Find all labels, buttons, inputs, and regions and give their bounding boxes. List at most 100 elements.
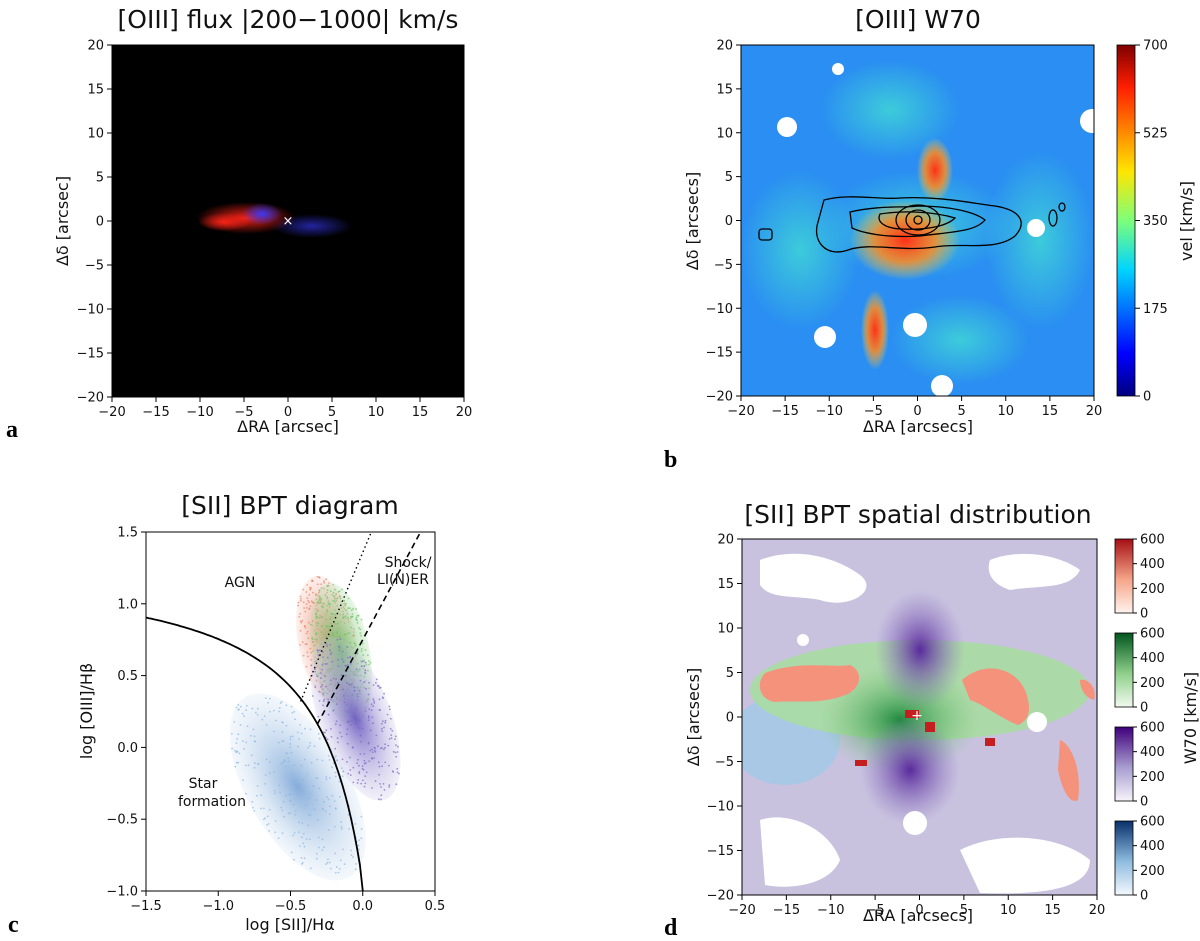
panel-b-masked-star — [832, 63, 844, 75]
y-tick-label: 5 — [96, 171, 104, 186]
panel-d-bpt-map: + — [742, 539, 1097, 895]
scatter-point — [306, 597, 309, 599]
panel-d-blank-region — [760, 817, 840, 887]
scatter-point — [380, 794, 383, 797]
scatter-point — [364, 661, 367, 664]
panel-a-axes: −20 −15 −10 −5 0 5 10 15 20 20 15 10 5 0 −5 −10 −15 −20 — [77, 39, 473, 421]
scatter-point — [335, 631, 338, 633]
y-tick-label: 1.0 — [117, 597, 138, 612]
panel-b-contour-island — [1058, 202, 1066, 212]
scatter-point — [367, 715, 370, 718]
scatter-point — [237, 709, 240, 711]
scatter-point — [350, 854, 353, 856]
x-tick-label: −20 — [728, 903, 755, 918]
scatter-point — [327, 698, 330, 701]
scatter-point — [317, 622, 320, 625]
scatter-point — [358, 848, 360, 851]
panel-a-blueshifted-emission — [272, 214, 352, 238]
scatter-point — [360, 740, 362, 743]
scatter-point — [326, 645, 328, 648]
scatter-point — [351, 615, 354, 618]
scatter-point — [281, 761, 284, 764]
scatter-point — [324, 594, 327, 596]
panel-d-blank-region — [988, 553, 1080, 590]
scatter-point — [329, 618, 331, 620]
scatter-point — [353, 714, 356, 717]
scatter-point — [338, 590, 341, 593]
scatter-point — [388, 786, 391, 788]
scatter-point — [343, 616, 345, 618]
scatter-point — [278, 707, 281, 709]
panel-b-masked-star — [777, 117, 797, 137]
scatter-point — [268, 808, 271, 811]
scatter-point — [383, 726, 385, 729]
scatter-point — [332, 762, 335, 765]
scatter-point — [280, 762, 283, 765]
scatter-point — [299, 845, 301, 847]
x-tick-label: 5 — [957, 404, 965, 419]
scatter-point — [299, 724, 302, 726]
scatter-point — [325, 778, 328, 781]
scatter-point — [359, 632, 362, 635]
scatter-point — [360, 618, 363, 621]
scatter-point — [299, 792, 302, 795]
panel-b-contour — [878, 211, 957, 230]
scatter-point — [320, 625, 323, 628]
scatter-point — [281, 721, 283, 723]
y-tick-label: 20 — [716, 39, 733, 54]
panel-c-ylabel: log [OIII]/Hβ — [77, 663, 96, 759]
x-tick-label: 10 — [1000, 903, 1017, 918]
y-tick-label: −10 — [706, 302, 733, 317]
scatter-point — [266, 815, 269, 818]
scatter-point — [353, 642, 356, 645]
scatter-point — [300, 599, 302, 602]
scatter-point — [381, 765, 383, 768]
scatter-point — [330, 679, 332, 682]
x-tick-label: −15 — [771, 404, 798, 419]
scatter-point — [318, 700, 321, 702]
scatter-point — [363, 753, 366, 755]
scatter-point — [283, 760, 286, 763]
scatter-cloud-star-formation — [229, 693, 366, 881]
scatter-point — [317, 733, 320, 735]
x-tick-label: 20 — [1089, 903, 1106, 918]
scatter-point — [358, 771, 361, 773]
scatter-point — [325, 685, 328, 688]
x-tick-label: 10 — [368, 405, 385, 420]
scatter-point — [236, 750, 239, 753]
x-tick-label: −10 — [186, 405, 213, 420]
panel-d-agn-region-southeast — [1058, 740, 1079, 801]
scatter-point — [292, 803, 295, 806]
scatter-point — [290, 751, 293, 754]
scatter-point — [373, 749, 376, 752]
scatter-point — [318, 690, 321, 693]
scatter-point — [236, 738, 239, 740]
scatter-point — [246, 725, 249, 728]
scatter-point — [309, 838, 311, 840]
y-tick-label: −10 — [707, 800, 734, 815]
panel-a-xlabel: ΔRA [arcsec] — [237, 417, 339, 436]
scatter-point — [253, 762, 256, 765]
scatter-point — [306, 773, 309, 776]
scatter-point — [312, 785, 315, 788]
scatter-point — [264, 774, 267, 776]
y-tick-label: −20 — [707, 889, 734, 904]
panel-b-high-velocity-south — [861, 290, 889, 370]
y-tick-label: 0.0 — [117, 741, 138, 756]
scatter-point — [253, 810, 256, 812]
scatter-point — [318, 616, 321, 619]
scatter-point — [321, 838, 324, 841]
scatter-point — [370, 757, 373, 759]
scatter-point — [371, 787, 373, 789]
scatter-point — [279, 702, 282, 704]
scatter-point — [338, 646, 341, 649]
scatter-point — [388, 764, 390, 767]
scatter-point — [318, 787, 321, 790]
scatter-point — [347, 813, 350, 816]
scatter-point — [344, 604, 347, 607]
scatter-point — [326, 585, 329, 587]
scatter-point — [363, 665, 366, 668]
scatter-point — [380, 786, 382, 788]
scatter-point — [265, 758, 268, 761]
